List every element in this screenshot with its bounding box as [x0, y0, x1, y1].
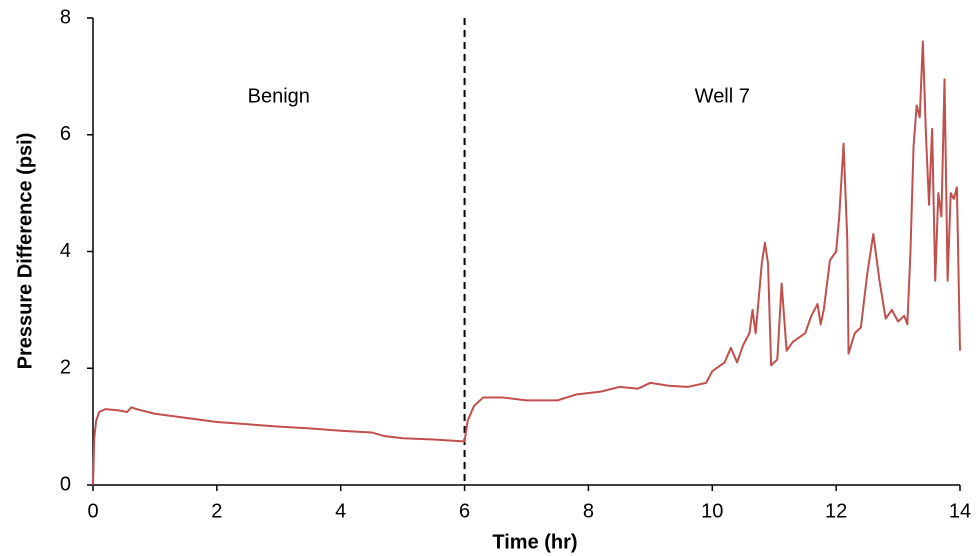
x-tick-label: 6 [459, 500, 470, 522]
x-tick-label: 4 [335, 500, 346, 522]
y-tick-label: 4 [60, 240, 71, 262]
x-tick-label: 2 [211, 500, 222, 522]
y-axis-title: Pressure Difference (psi) [14, 133, 36, 370]
x-tick-label: 10 [701, 500, 723, 522]
x-axis-title: Time (hr) [492, 531, 577, 553]
y-tick-label: 2 [60, 357, 71, 379]
x-tick-label: 12 [825, 500, 847, 522]
x-tick-label: 14 [949, 500, 971, 522]
annotation: Benign [248, 85, 310, 107]
y-tick-label: 6 [60, 123, 71, 145]
annotation: Well 7 [695, 85, 750, 107]
x-tick-label: 0 [87, 500, 98, 522]
y-tick-label: 8 [60, 6, 71, 28]
x-tick-label: 8 [583, 500, 594, 522]
data-line [92, 40, 961, 486]
y-tick-label: 0 [60, 473, 71, 495]
